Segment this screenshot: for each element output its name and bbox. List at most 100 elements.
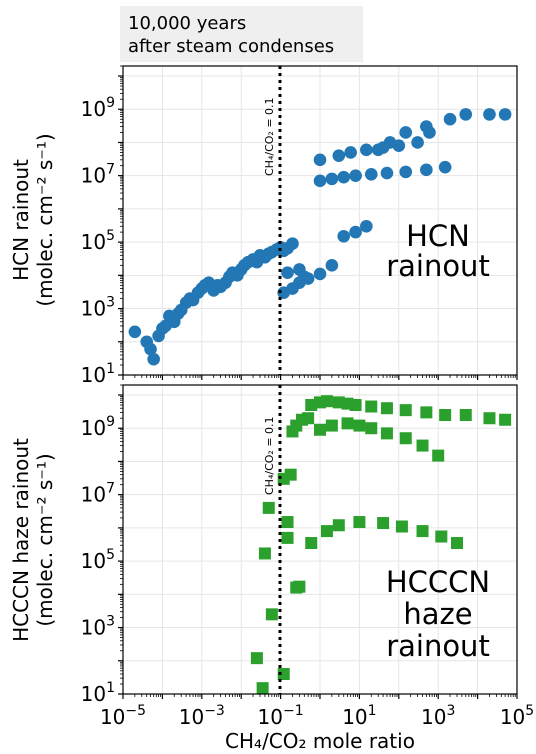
hcccn-data-point [258,547,271,560]
hcccn-data-point [302,412,315,425]
hcn-data-point [360,219,373,233]
hcn-data-point [376,141,390,154]
hcccn-data-point [314,423,326,436]
hcn-data-point [128,325,142,339]
hcccn-y-tick-label: 101 [81,680,115,706]
hcn-ticks: 101 103 105 107 109 [81,65,518,387]
hcn-data-point [281,266,294,280]
hcccn-data-point [395,520,408,533]
hcccn-threshold-label: CH₄/CO₂ = 0.1 [263,416,276,495]
hcccn-data-point [265,608,278,621]
hcccn-data-point [256,682,269,695]
hcccn-data-point [262,501,275,514]
hcccn-annotation-line3: rainout [386,629,490,663]
hcn-data-point [313,174,327,188]
hcccn-data-point [332,519,345,532]
hcccn-ylabel-line2: (molec. cm⁻² s⁻¹) [33,453,57,626]
hcccn-data-point [420,406,433,419]
hcccn-markers [250,395,512,695]
hcn-data-point [420,163,433,177]
hcn-panel: CH₄/CO₂ = 0.1 101 103 105 107 109 HCN rainou… [9,65,518,387]
hcn-data-point [349,169,362,182]
hcccn-y-tick-label: 109 [81,414,115,440]
hcn-data-point [325,172,339,186]
x-tick-label: 10−5 [100,703,146,729]
hcccn-ylabel-line1: HCCCN haze rainout [9,438,33,642]
hcn-data-point [364,167,378,181]
hcn-markers [128,108,512,366]
hcn-y-tick-label: 109 [81,95,115,121]
hcccn-data-point [380,427,393,440]
hcn-data-point [332,149,346,162]
hcccn-y-tick-label: 107 [81,481,115,507]
hcccn-data-point [435,530,448,543]
hcccn-data-point [281,531,294,544]
hcn-data-point [438,160,452,174]
x-axis-label: CH₄/CO₂ mole ratio [225,729,415,753]
hcn-data-point [144,342,157,356]
hcccn-data-point [281,516,294,529]
hcccn-data-point [499,413,512,426]
hcccn-data-point [365,422,378,435]
hcccn-data-point [277,472,290,485]
hcccn-data-point [365,400,378,413]
hcn-ylabel-line2: (molec. cm⁻² s⁻¹) [33,133,57,306]
hcn-data-point [360,143,373,157]
hcccn-data-point [459,409,472,422]
hcn-data-point [313,267,327,281]
hcn-data-point [411,136,424,149]
hcccn-ticks: 10−5 10−3 10−1 101 103 105 101 103 105 107 109 [81,384,534,729]
x-tick-label: 105 [500,703,534,729]
hcccn-data-point [341,417,354,430]
hcccn-data-point [416,525,429,538]
time-label-box [120,6,363,62]
hcn-data-point [443,112,457,126]
hcccn-data-point [450,537,463,550]
hcccn-data-point [353,419,366,432]
x-tick-label: 101 [342,703,376,729]
hcn-y-tick-label: 101 [81,361,115,387]
hcn-data-point [399,126,413,139]
hcn-y-tick-label: 107 [81,162,115,188]
hcn-annotation-line1: HCN [406,219,470,253]
hcccn-data-point [439,409,452,422]
hcccn-data-point [377,517,390,530]
hcn-data-point [498,108,512,121]
hcccn-data-point [380,402,393,415]
hcn-data-point [344,146,357,159]
x-tick-label: 10−1 [258,703,304,729]
hcccn-data-point [399,432,412,445]
hcn-y-tick-label: 105 [81,228,115,254]
time-label-line2: after steam condenses [128,36,334,57]
hcn-data-point [325,259,339,272]
hcn-data-point [286,237,299,250]
x-tick-label: 103 [421,703,455,729]
hcn-data-point [459,108,473,121]
hcccn-panel: CH₄/CO₂ = 0.1 10−5 10−3 10−1 101 103 10510110… [9,384,534,729]
hcccn-data-point [305,537,318,550]
hcn-data-point [392,139,406,152]
hcccn-data-point [353,516,366,529]
time-label-line1: 10,000 years [128,13,246,34]
hcccn-data-point [483,412,496,425]
hcn-data-point [301,272,315,285]
hcn-data-point [380,166,394,180]
hcccn-data-point [277,667,290,680]
hcccn-annotation-line2: haze [403,597,472,631]
hcccn-data-point [293,580,306,593]
hcccn-data-point [250,652,263,665]
hcn-data-point [399,165,413,179]
hcn-y-tick-label: 103 [81,295,115,321]
hcn-annotation-line2: rainout [386,249,490,283]
hcn-ylabel-line1: HCN rainout [9,159,33,281]
hcccn-annotation-line1: HCCCN [386,565,490,599]
hcccn-data-point [325,419,338,432]
hcn-data-point [349,225,362,239]
hcccn-data-point [320,525,333,538]
hcccn-y-tick-label: 105 [81,547,115,573]
hcn-data-point [423,126,436,139]
hcn-data-point [337,229,351,243]
hcccn-data-point [432,449,445,462]
hcn-data-point [337,170,351,184]
